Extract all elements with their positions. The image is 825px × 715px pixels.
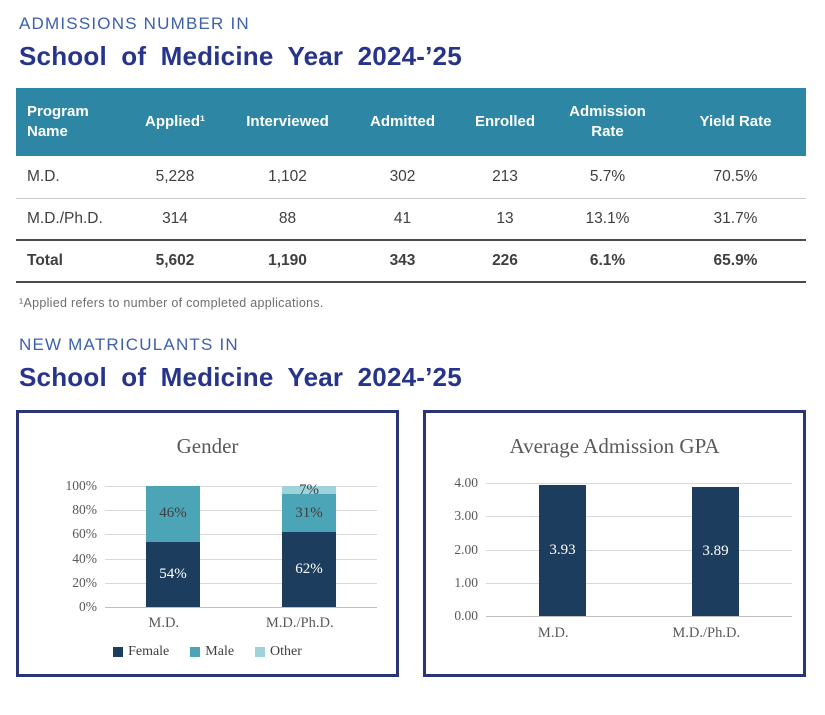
cell-yield-rate: 70.5% xyxy=(665,156,806,199)
gpa-bars: 3.93 3.89 xyxy=(486,483,792,616)
y-tick: 0% xyxy=(79,599,97,614)
cell-admitted: 343 xyxy=(345,240,460,283)
admissions-table: Program Name Applied¹ Interviewed Admitt… xyxy=(16,88,806,283)
cell-enrolled: 226 xyxy=(460,240,550,283)
cell-interviewed: 88 xyxy=(230,198,345,241)
cell-enrolled: 13 xyxy=(460,198,550,241)
legend-item-other: Other xyxy=(255,644,302,660)
gender-plot-area: 100% 80% 60% 40% 20% 0% 54% 46% 62% 31% 7% xyxy=(66,478,377,614)
cell-program: M.D. xyxy=(16,156,120,199)
gender-bars: 54% 46% 62% 31% 7% xyxy=(105,482,377,607)
y-tick: 2.00 xyxy=(454,541,478,557)
admissions-table-header: Program Name Applied¹ Interviewed Admitt… xyxy=(16,88,806,156)
other-swatch-icon xyxy=(255,647,266,657)
section2-eyebrow: NEW MATRICULANTS IN xyxy=(19,335,239,354)
table-row-mdphd: M.D./Ph.D. 314 88 41 13 13.1% 31.7% xyxy=(16,198,806,241)
bar-value-label: 3.89 xyxy=(702,542,729,559)
x-tick-md: M.D. xyxy=(537,625,569,641)
cell-admitted: 41 xyxy=(345,198,460,241)
col-header-admitted: Admitted xyxy=(345,88,460,156)
col-header-program-name: Program Name xyxy=(16,88,120,156)
y-tick: 20% xyxy=(72,574,97,590)
cell-yield-rate: 65.9% xyxy=(665,240,806,283)
gpa-bar-md: 3.93 xyxy=(539,485,586,616)
col-header-interviewed: Interviewed xyxy=(230,88,345,156)
cell-admission-rate: 5.7% xyxy=(550,156,665,199)
legend-label: Other xyxy=(270,644,302,659)
female-swatch-icon xyxy=(113,647,124,657)
legend-item-male: Male xyxy=(190,644,234,660)
stacked-bar-md: 54% 46% xyxy=(146,486,200,607)
cell-enrolled: 213 xyxy=(460,156,550,199)
cell-admission-rate: 13.1% xyxy=(550,198,665,241)
x-tick-md: M.D. xyxy=(148,615,180,631)
y-tick: 0.00 xyxy=(454,608,478,623)
cell-interviewed: 1,190 xyxy=(230,240,345,283)
x-tick-mdphd: M.D./Ph.D. xyxy=(672,625,741,641)
x-tick-mdphd: M.D./Ph.D. xyxy=(265,615,334,631)
cell-yield-rate: 31.7% xyxy=(665,198,806,241)
section2-title: School of Medicine Year 2024-’25 xyxy=(19,362,462,392)
report-page: ADMISSIONS NUMBER IN School of Medicine … xyxy=(16,14,806,677)
y-tick: 100% xyxy=(65,478,98,493)
applied-footnote: ¹Applied refers to number of completed a… xyxy=(19,296,324,310)
stacked-bar-mdphd: 62% 31% 7% xyxy=(282,482,336,607)
col-header-applied: Applied¹ xyxy=(120,88,230,156)
legend-label: Male xyxy=(205,644,235,659)
legend-item-female: Female xyxy=(113,644,169,660)
y-tick: 1.00 xyxy=(454,574,478,590)
y-tick: 60% xyxy=(72,526,97,542)
col-header-yield-rate: Yield Rate xyxy=(665,88,806,156)
gender-chart: Gender 100% 80% 60% 40% 20% 0% 54% 46% 62… xyxy=(16,410,399,677)
y-tick: 40% xyxy=(72,550,97,566)
gpa-bar-mdphd: 3.89 xyxy=(692,486,739,616)
section1-title: School of Medicine Year 2024-’25 xyxy=(19,41,462,71)
table-row-total: Total 5,602 1,190 343 226 6.1% 65.9% xyxy=(16,240,806,283)
gender-x-axis: M.D. M.D./Ph.D. xyxy=(105,615,377,632)
legend-label: Female xyxy=(128,644,170,659)
cell-program: M.D./Ph.D. xyxy=(16,198,120,241)
col-header-enrolled: Enrolled xyxy=(460,88,550,156)
cell-program: Total xyxy=(16,240,120,283)
section1-eyebrow: ADMISSIONS NUMBER IN xyxy=(19,14,250,33)
cell-interviewed: 1,102 xyxy=(230,156,345,199)
cell-admission-rate: 6.1% xyxy=(550,240,665,283)
gpa-chart-title: Average Admission GPA xyxy=(509,434,720,458)
col-header-admission-rate: Admission Rate xyxy=(550,88,665,156)
y-tick: 80% xyxy=(72,502,97,518)
gender-chart-title: Gender xyxy=(176,434,239,458)
bar-value-label: 3.93 xyxy=(549,542,576,559)
cell-applied: 314 xyxy=(120,198,230,241)
charts-row: Gender 100% 80% 60% 40% 20% 0% 54% 46% 62… xyxy=(16,410,806,677)
gpa-plot-area: 4.00 3.00 2.00 1.00 0.00 3.93 3.89 xyxy=(454,475,792,623)
y-tick: 4.00 xyxy=(454,475,478,490)
table-row-md: M.D. 5,228 1,102 302 213 5.7% 70.5% xyxy=(16,156,806,199)
cell-applied: 5,602 xyxy=(120,240,230,283)
cell-applied: 5,228 xyxy=(120,156,230,199)
gender-legend: Female Male Other xyxy=(19,644,396,660)
gpa-x-axis: M.D. M.D./Ph.D. xyxy=(486,625,792,642)
male-swatch-icon xyxy=(190,647,201,657)
y-tick: 3.00 xyxy=(454,508,478,524)
gpa-chart: Average Admission GPA 4.00 3.00 2.00 1.0… xyxy=(423,410,806,677)
cell-admitted: 302 xyxy=(345,156,460,199)
